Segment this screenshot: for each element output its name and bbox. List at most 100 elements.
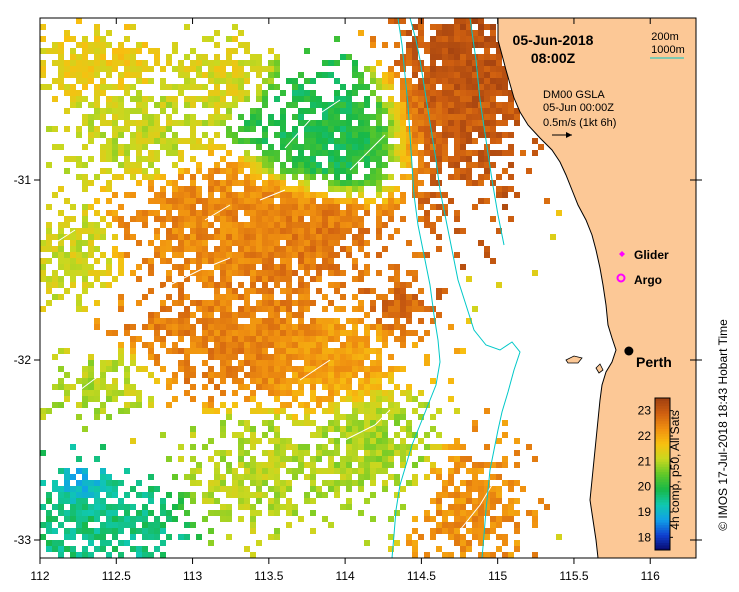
sst-pixel — [478, 180, 484, 186]
sst-pixel — [322, 174, 328, 180]
sst-pixel — [352, 450, 358, 456]
sst-pixel — [208, 480, 214, 486]
sst-pixel — [100, 360, 106, 366]
sst-pixel — [256, 354, 262, 360]
sst-pixel — [478, 84, 484, 90]
sst-pixel — [364, 414, 370, 420]
sst-pixel — [166, 306, 172, 312]
sst-pixel — [106, 168, 112, 174]
sst-pixel — [100, 120, 106, 126]
sst-pixel — [238, 294, 244, 300]
sst-pixel — [100, 498, 106, 504]
sst-pixel — [232, 48, 238, 54]
map-date: 05-Jun-2018 — [513, 32, 594, 48]
sst-pixel — [316, 72, 322, 78]
sst-pixel — [352, 360, 358, 366]
sst-pixel — [418, 180, 424, 186]
sst-pixel — [376, 450, 382, 456]
sst-pixel — [136, 276, 142, 282]
sst-pixel — [532, 270, 538, 276]
sst-pixel — [346, 444, 352, 450]
sst-pixel — [82, 426, 88, 432]
sst-pixel — [340, 426, 346, 432]
sst-pixel — [490, 492, 496, 498]
sst-pixel — [154, 252, 160, 258]
sst-pixel — [286, 468, 292, 474]
sst-pixel — [46, 126, 52, 132]
sst-pixel — [346, 342, 352, 348]
sst-pixel — [364, 126, 370, 132]
sst-pixel — [304, 360, 310, 366]
sst-pixel — [466, 24, 472, 30]
sst-pixel — [160, 126, 166, 132]
sst-pixel — [112, 234, 118, 240]
velocity-scale-arrow-icon — [552, 132, 572, 138]
sst-pixel — [286, 384, 292, 390]
sst-pixel — [412, 114, 418, 120]
sst-pixel — [280, 198, 286, 204]
sst-pixel — [274, 282, 280, 288]
sst-pixel — [94, 510, 100, 516]
sst-pixel — [430, 114, 436, 120]
sst-pixel — [400, 288, 406, 294]
sst-pixel — [220, 234, 226, 240]
sst-pixel — [400, 144, 406, 150]
sst-pixel — [262, 150, 268, 156]
sst-pixel — [256, 300, 262, 306]
sst-pixel — [118, 264, 124, 270]
sst-pixel — [184, 348, 190, 354]
sst-pixel — [124, 252, 130, 258]
sst-pixel — [292, 252, 298, 258]
sst-pixel — [142, 114, 148, 120]
sst-pixel — [292, 192, 298, 198]
sst-pixel — [214, 168, 220, 174]
sst-pixel — [130, 60, 136, 66]
sst-pixel — [478, 66, 484, 72]
sst-pixel — [484, 162, 490, 168]
sst-pixel — [88, 78, 94, 84]
sst-pixel — [376, 366, 382, 372]
sst-pixel — [136, 366, 142, 372]
sst-pixel — [484, 72, 490, 78]
sst-pixel — [70, 72, 76, 78]
sst-pixel — [154, 198, 160, 204]
sst-pixel — [364, 144, 370, 150]
sst-pixel — [76, 156, 82, 162]
sst-pixel — [268, 300, 274, 306]
sst-pixel — [262, 408, 268, 414]
sst-pixel — [244, 468, 250, 474]
sst-pixel — [424, 162, 430, 168]
sst-pixel — [382, 408, 388, 414]
sst-pixel — [172, 234, 178, 240]
sst-pixel — [136, 480, 142, 486]
sst-pixel — [214, 204, 220, 210]
sst-pixel — [250, 480, 256, 486]
sst-pixel — [502, 84, 508, 90]
sst-pixel — [220, 372, 226, 378]
sst-pixel — [370, 288, 376, 294]
sst-pixel — [406, 390, 412, 396]
sst-pixel — [172, 138, 178, 144]
sst-pixel — [430, 204, 436, 210]
sst-pixel — [322, 492, 328, 498]
sst-pixel — [274, 204, 280, 210]
sst-pixel — [352, 84, 358, 90]
sst-pixel — [400, 330, 406, 336]
sst-pixel — [76, 414, 82, 420]
sst-pixel — [82, 396, 88, 402]
sst-pixel — [262, 66, 268, 72]
sst-pixel — [256, 486, 262, 492]
sst-pixel — [274, 354, 280, 360]
sst-pixel — [238, 348, 244, 354]
sst-pixel — [496, 498, 502, 504]
sst-pixel — [190, 210, 196, 216]
sst-pixel — [472, 474, 478, 480]
sst-pixel — [88, 480, 94, 486]
sst-pixel — [256, 114, 262, 120]
sst-pixel — [376, 462, 382, 468]
colorbar-segment — [655, 534, 670, 538]
sst-pixel — [352, 168, 358, 174]
sst-pixel — [226, 450, 232, 456]
sst-pixel — [202, 234, 208, 240]
sst-pixel — [262, 306, 268, 312]
